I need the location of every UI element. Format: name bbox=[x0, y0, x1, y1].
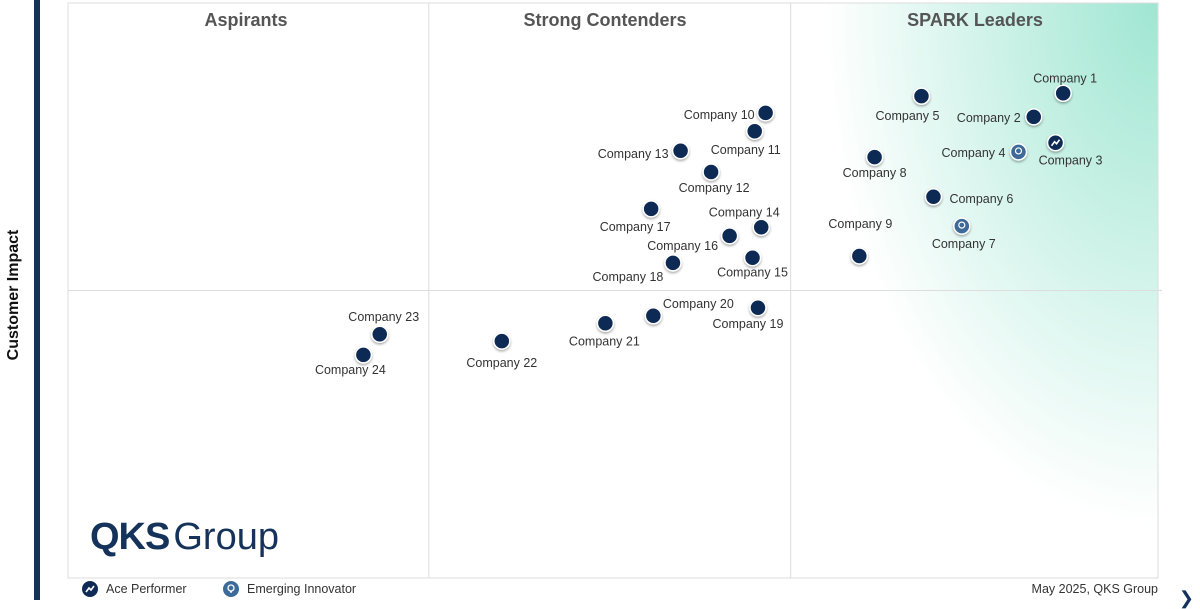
data-point-company-19[interactable]: Company 19 bbox=[713, 299, 784, 331]
point-marker bbox=[1054, 84, 1072, 103]
point-marker bbox=[865, 148, 884, 166]
point-marker bbox=[702, 163, 720, 181]
data-point-company-9[interactable]: Company 9 bbox=[828, 217, 892, 265]
ace-performer-icon bbox=[1050, 139, 1061, 147]
point-label: Company 13 bbox=[598, 147, 669, 161]
legend-ace-performer: Ace Performer bbox=[82, 581, 187, 597]
point-label: Company 19 bbox=[713, 317, 784, 331]
point-marker bbox=[493, 332, 511, 350]
data-point-company-6[interactable]: Company 6 bbox=[924, 188, 1013, 206]
point-label: Company 2 bbox=[957, 111, 1021, 125]
data-point-company-5[interactable]: Company 5 bbox=[876, 87, 940, 123]
data-point-company-7[interactable]: Company 7 bbox=[932, 217, 996, 251]
point-marker bbox=[743, 248, 762, 267]
data-point-company-1[interactable]: Company 1 bbox=[1033, 71, 1097, 103]
lightbulb-icon bbox=[223, 581, 239, 597]
legend-emerging-innovator: Emerging Innovator bbox=[223, 581, 356, 597]
lightbulb-icon bbox=[958, 221, 966, 229]
point-marker bbox=[924, 188, 943, 206]
point-marker bbox=[745, 122, 764, 140]
point-label: Company 10 bbox=[684, 108, 755, 122]
point-label: Company 14 bbox=[709, 205, 780, 219]
data-point-company-4[interactable]: Company 4 bbox=[942, 143, 1028, 161]
point-marker bbox=[596, 314, 615, 333]
point-marker bbox=[749, 299, 767, 317]
point-marker bbox=[642, 200, 660, 218]
next-arrow-icon[interactable]: ❯ bbox=[1178, 588, 1194, 608]
qks-group-logo: QKS Group bbox=[90, 516, 279, 558]
point-label: Company 24 bbox=[315, 363, 386, 377]
point-marker bbox=[756, 104, 775, 122]
point-label: Company 1 bbox=[1033, 71, 1097, 85]
ace-performer-icon bbox=[82, 581, 98, 597]
point-label: Company 12 bbox=[679, 181, 750, 195]
data-point-company-15[interactable]: Company 15 bbox=[717, 248, 788, 280]
quadrant-label-aspirants: Aspirants bbox=[204, 10, 287, 30]
point-marker bbox=[953, 217, 971, 235]
point-label: Company 7 bbox=[932, 237, 996, 251]
data-point-company-23[interactable]: Company 23 bbox=[348, 310, 419, 343]
data-point-company-18[interactable]: Company 18 bbox=[593, 254, 682, 284]
data-point-company-20[interactable]: Company 20 bbox=[644, 297, 734, 325]
point-label: Company 15 bbox=[717, 266, 788, 280]
point-marker bbox=[1009, 143, 1028, 161]
point-marker bbox=[664, 254, 682, 272]
left-accent-bar bbox=[34, 0, 40, 600]
data-point-company-16[interactable]: Company 16 bbox=[647, 227, 739, 253]
point-label: Company 6 bbox=[949, 192, 1013, 206]
lightbulb-icon bbox=[1014, 147, 1023, 155]
point-label: Company 21 bbox=[569, 334, 640, 348]
quadrant-label-spark-leaders: SPARK Leaders bbox=[907, 10, 1043, 30]
point-marker bbox=[370, 325, 389, 343]
data-point-company-17[interactable]: Company 17 bbox=[600, 200, 671, 234]
point-label: Company 9 bbox=[828, 217, 892, 231]
data-point-company-10[interactable]: Company 10 bbox=[684, 104, 775, 122]
data-point-company-12[interactable]: Company 12 bbox=[679, 163, 750, 195]
legend-label: Emerging Innovator bbox=[247, 582, 357, 596]
point-label: Company 20 bbox=[663, 297, 734, 311]
point-label: Company 3 bbox=[1039, 154, 1103, 168]
point-marker bbox=[354, 346, 373, 364]
data-point-company-2[interactable]: Company 2 bbox=[957, 108, 1043, 126]
point-label: Company 22 bbox=[466, 356, 537, 370]
point-label: Company 8 bbox=[843, 166, 907, 180]
point-label: Company 17 bbox=[600, 220, 671, 234]
data-point-company-8[interactable]: Company 8 bbox=[843, 148, 907, 180]
data-point-company-3[interactable]: Company 3 bbox=[1039, 133, 1103, 168]
legend-label: Ace Performer bbox=[106, 582, 187, 596]
point-marker bbox=[671, 142, 690, 160]
data-point-company-11[interactable]: Company 11 bbox=[711, 122, 781, 157]
point-marker bbox=[644, 307, 663, 325]
source-credit: May 2025, QKS Group bbox=[1031, 582, 1158, 596]
data-point-company-14[interactable]: Company 14 bbox=[709, 205, 780, 236]
quadrant-label-strong-contenders: Strong Contenders bbox=[523, 10, 686, 30]
point-marker bbox=[850, 247, 869, 265]
point-label: Company 18 bbox=[593, 270, 664, 284]
point-marker bbox=[1024, 108, 1043, 126]
data-point-company-21[interactable]: Company 21 bbox=[569, 314, 640, 348]
point-label: Company 4 bbox=[942, 146, 1006, 160]
point-label: Company 23 bbox=[348, 310, 419, 324]
point-marker bbox=[720, 227, 739, 245]
point-marker bbox=[752, 218, 770, 236]
data-point-company-13[interactable]: Company 13 bbox=[598, 142, 690, 161]
point-label: Company 5 bbox=[876, 109, 940, 123]
point-label: Company 11 bbox=[711, 143, 781, 157]
point-marker bbox=[912, 87, 931, 105]
data-point-company-24[interactable]: Company 24 bbox=[315, 346, 386, 377]
data-point-company-22[interactable]: Company 22 bbox=[466, 332, 537, 370]
point-label: Company 16 bbox=[647, 239, 718, 253]
